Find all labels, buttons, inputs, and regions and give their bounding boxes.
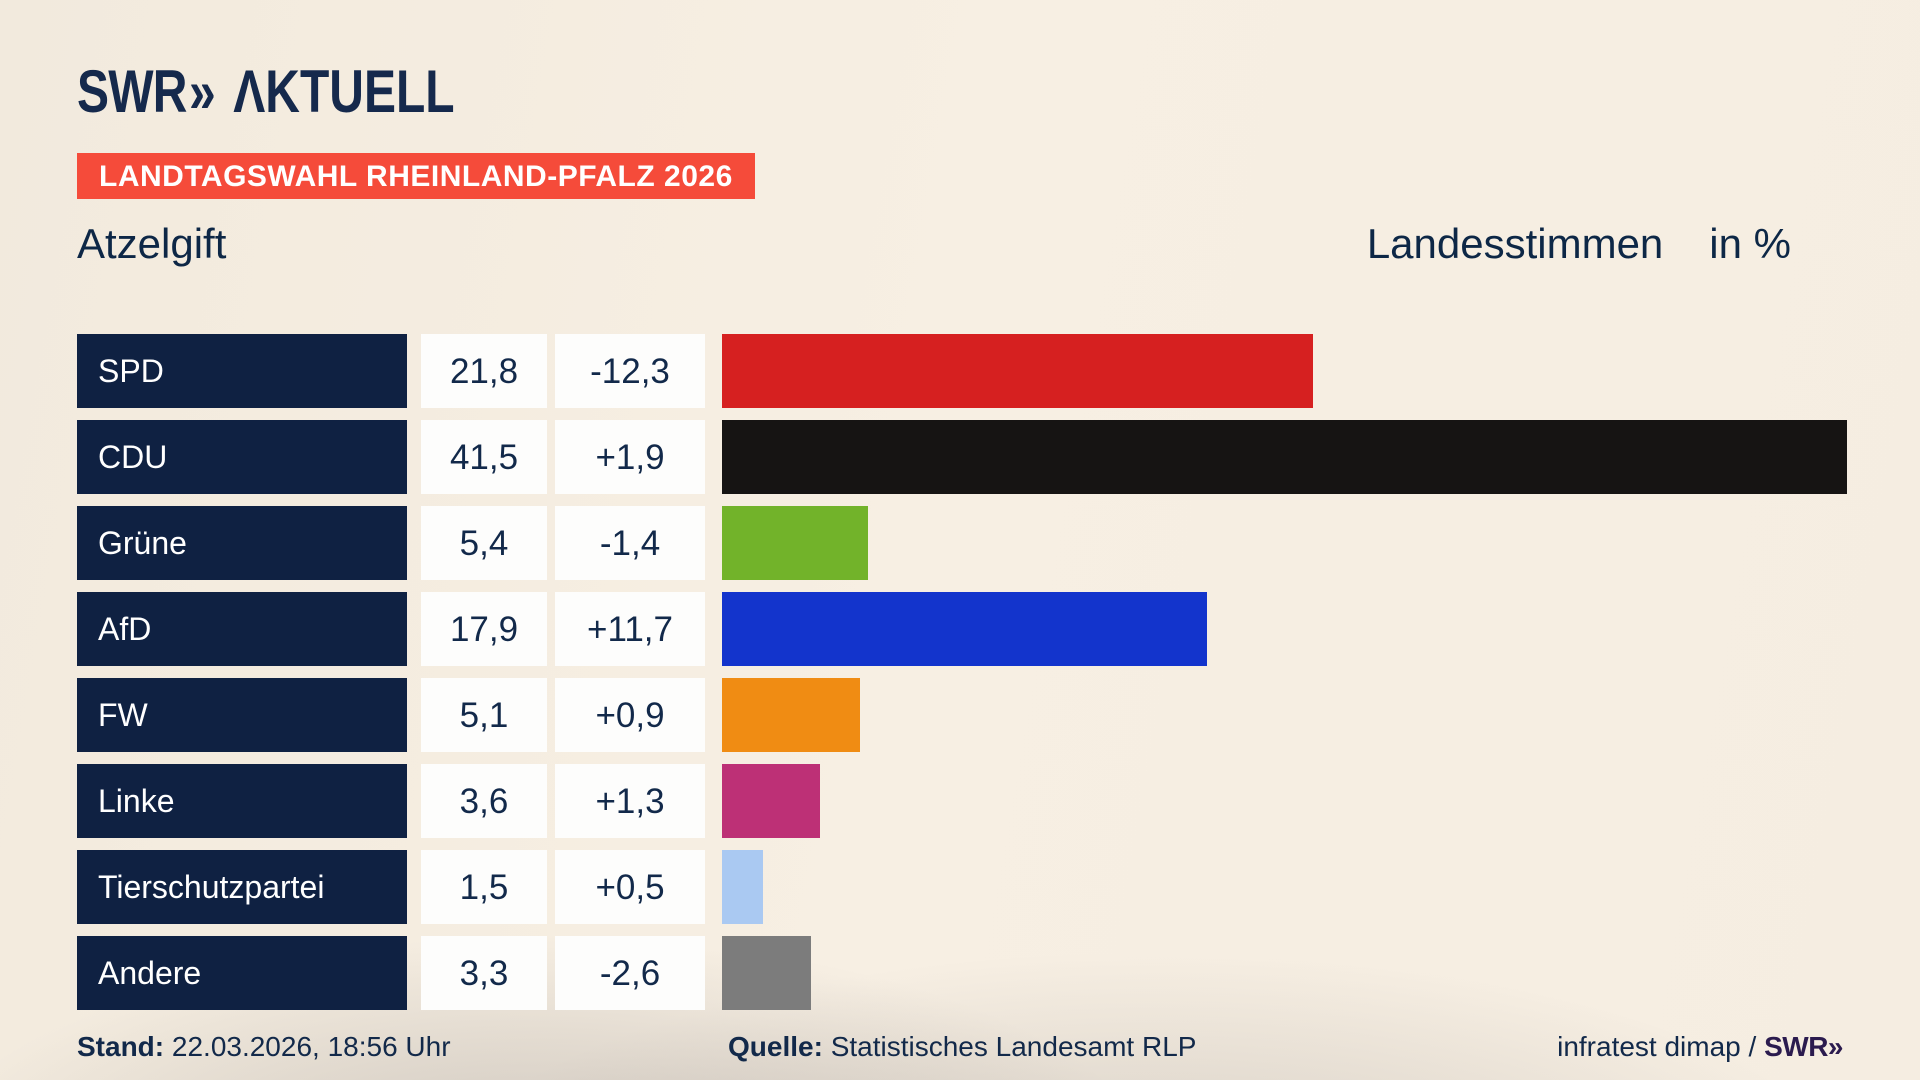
stand-value: 22.03.2026, 18:56 Uhr — [171, 1031, 451, 1062]
credit-note: infratest dimap / SWR» — [1557, 1030, 1843, 1064]
party-change-value: +11,7 — [555, 592, 705, 666]
party-result-value: 3,6 — [421, 764, 547, 838]
unit-label: in % — [1709, 220, 1791, 267]
party-row: Andere 3,3 -2,6 — [0, 936, 1920, 1010]
party-row: CDU 41,5 +1,9 — [0, 420, 1920, 494]
double-chevron-icon: » — [188, 58, 216, 125]
result-bar — [722, 678, 860, 752]
source-note: Quelle: Statistisches Landesamt RLP — [728, 1030, 1196, 1064]
result-bar — [722, 850, 763, 924]
party-result-value: 5,1 — [421, 678, 547, 752]
party-row: Tierschutzpartei 1,5 +0,5 — [0, 850, 1920, 924]
result-bar — [722, 506, 868, 580]
party-change-value: +1,3 — [555, 764, 705, 838]
vote-type-heading: Landesstimmen in % — [1367, 218, 1791, 270]
result-bar — [722, 334, 1313, 408]
election-banner: LANDTAGSWAHL RHEINLAND-PFALZ 2026 — [77, 153, 755, 199]
source-value: Statistisches Landesamt RLP — [830, 1031, 1197, 1062]
swr-aktuell-logo: SWR» ΛKTUELL — [77, 62, 455, 122]
swr-footer-logo: SWR» — [1764, 1031, 1843, 1062]
municipality-title: Atzelgift — [77, 220, 227, 267]
party-result-value: 17,9 — [421, 592, 547, 666]
party-result-value: 1,5 — [421, 850, 547, 924]
result-bar — [722, 592, 1207, 666]
logo-aktuell-text: ΛKTUELL — [233, 58, 455, 125]
party-row: FW 5,1 +0,9 — [0, 678, 1920, 752]
party-name-label: Linke — [77, 764, 407, 838]
party-change-value: +0,5 — [555, 850, 705, 924]
footer: Stand: 22.03.2026, 18:56 Uhr Quelle: Sta… — [0, 1030, 1920, 1070]
source-label: Quelle: — [728, 1031, 823, 1062]
party-row: AfD 17,9 +11,7 — [0, 592, 1920, 666]
party-row: SPD 21,8 -12,3 — [0, 334, 1920, 408]
party-result-value: 21,8 — [421, 334, 547, 408]
party-row: Linke 3,6 +1,3 — [0, 764, 1920, 838]
title-row: Atzelgift Landesstimmen in % — [77, 218, 1791, 270]
party-change-value: -12,3 — [555, 334, 705, 408]
party-result-value: 5,4 — [421, 506, 547, 580]
results-bar-chart: SPD 21,8 -12,3 CDU 41,5 +1,9 Grüne 5,4 -1,4 AfD 17… — [0, 334, 1920, 1022]
stand-label: Stand: — [77, 1031, 165, 1062]
party-change-value: -1,4 — [555, 506, 705, 580]
party-name-label: FW — [77, 678, 407, 752]
vote-type-label: Landesstimmen — [1366, 220, 1664, 267]
stand-timestamp: Stand: 22.03.2026, 18:56 Uhr — [77, 1030, 451, 1064]
party-change-value: -2,6 — [555, 936, 705, 1010]
party-name-label: Grüne — [77, 506, 407, 580]
result-bar — [722, 420, 1847, 494]
party-change-value: +0,9 — [555, 678, 705, 752]
party-name-label: Andere — [77, 936, 407, 1010]
party-change-value: +1,9 — [555, 420, 705, 494]
party-row: Grüne 5,4 -1,4 — [0, 506, 1920, 580]
party-name-label: AfD — [77, 592, 407, 666]
party-name-label: Tierschutzpartei — [77, 850, 407, 924]
result-bar — [722, 764, 820, 838]
party-result-value: 3,3 — [421, 936, 547, 1010]
credit-text: infratest dimap / — [1557, 1031, 1757, 1062]
party-name-label: SPD — [77, 334, 407, 408]
party-result-value: 41,5 — [421, 420, 547, 494]
result-bar — [722, 936, 811, 1010]
party-name-label: CDU — [77, 420, 407, 494]
logo-swr-text: SWR — [77, 58, 187, 125]
